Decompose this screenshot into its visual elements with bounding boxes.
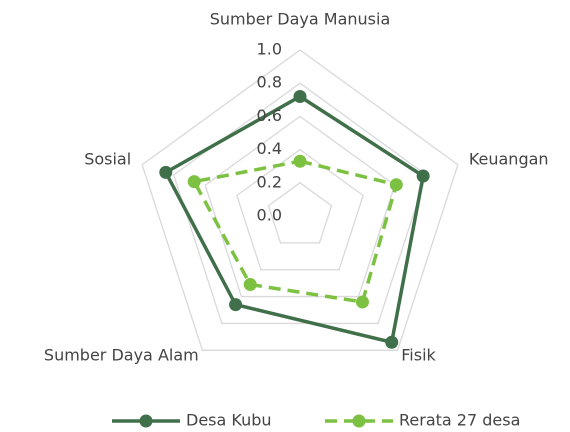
r-tick-label: 0.0 [257, 206, 282, 225]
series-marker [389, 178, 403, 192]
grid-ring [236, 148, 364, 271]
grid-ring [141, 49, 459, 351]
grid-ring [172, 82, 428, 325]
series-line [191, 159, 399, 304]
r-tick-label: 1.0 [257, 40, 282, 59]
series-marker [385, 335, 399, 349]
r-tick-label: 0.2 [257, 172, 282, 191]
series-marker [416, 169, 430, 183]
series-marker [159, 165, 173, 179]
category-label: Keuangan [469, 150, 549, 169]
category-label: Sosial [84, 150, 131, 169]
series-marker [293, 154, 307, 168]
grid-ring [267, 181, 333, 244]
series-marker [243, 277, 257, 291]
legend-label: Rerata 27 desa [399, 411, 520, 430]
category-label: Sumber Daya Alam [44, 346, 199, 365]
grid-ring [204, 115, 396, 298]
legend-label: Desa Kubu [186, 411, 272, 430]
r-tick-label: 0.8 [257, 73, 282, 92]
legend-marker [352, 414, 366, 428]
series-marker [355, 295, 369, 309]
r-tick-label: 0.6 [257, 106, 282, 125]
legend-marker [139, 414, 153, 428]
r-tick-label: 0.4 [257, 139, 282, 158]
series-marker [187, 175, 201, 189]
series-marker [293, 89, 307, 103]
category-label: Fisik [401, 346, 436, 365]
category-label: Sumber Daya Manusia [210, 10, 391, 29]
series-line [163, 94, 426, 345]
series-marker [229, 298, 243, 312]
